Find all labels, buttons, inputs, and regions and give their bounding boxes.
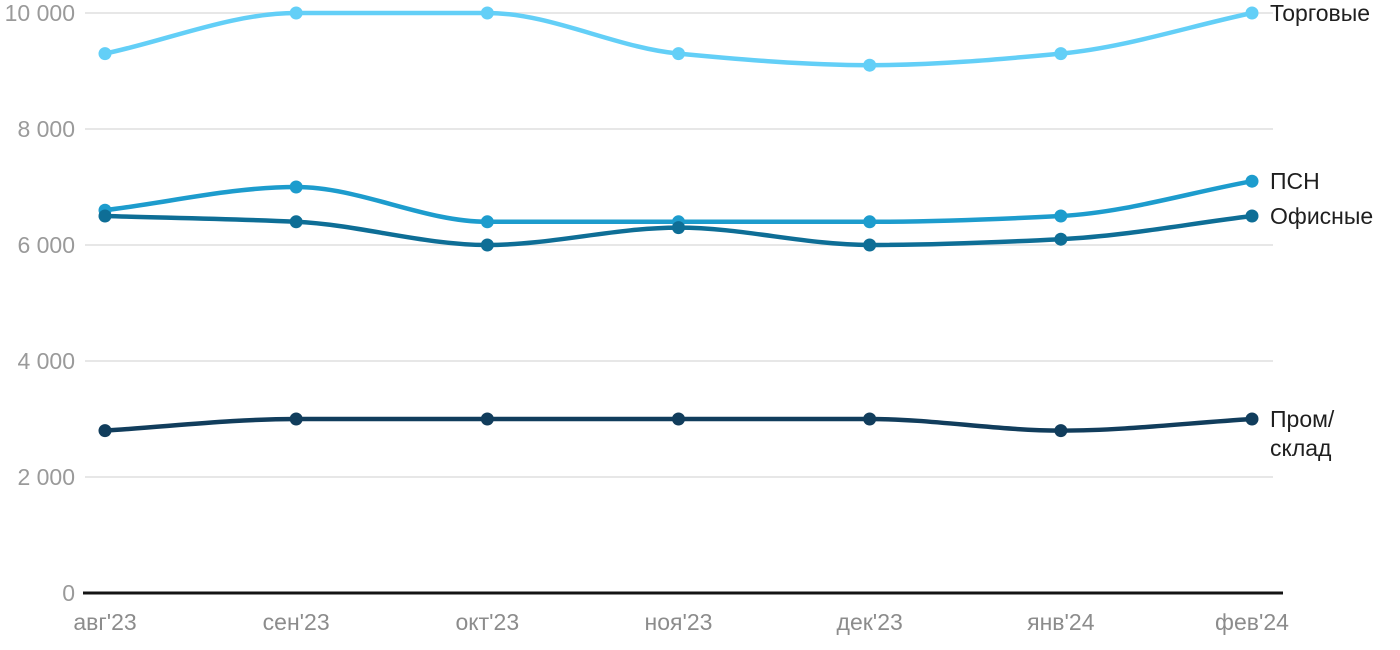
x-tick-label-5: янв'24 — [1027, 609, 1095, 635]
x-tick-label-2: окт'23 — [456, 609, 520, 635]
y-tick-label-8000: 8 000 — [17, 116, 75, 142]
data-point-psn-4[interactable] — [863, 215, 877, 229]
series-label-torgovye: Торговые — [1270, 0, 1370, 26]
x-tick-label-4: дек'23 — [837, 609, 903, 635]
data-point-psn-2[interactable] — [480, 215, 494, 229]
data-point-torgovye-0[interactable] — [98, 47, 112, 61]
y-tick-label-10000: 10 000 — [5, 0, 75, 26]
data-point-psn-1[interactable] — [289, 180, 303, 194]
data-point-ofisnye-3[interactable] — [672, 221, 685, 235]
data-point-torgovye-5[interactable] — [1054, 47, 1068, 61]
y-tick-label-6000: 6 000 — [17, 232, 75, 258]
series-label-prom-sklad-line-1: склад — [1270, 435, 1332, 461]
data-point-torgovye-6[interactable] — [1245, 6, 1259, 20]
data-point-prom-sklad-3[interactable] — [672, 412, 685, 426]
data-point-prom-sklad-4[interactable] — [863, 412, 877, 426]
data-point-ofisnye-2[interactable] — [480, 238, 494, 252]
data-point-ofisnye-4[interactable] — [863, 238, 877, 252]
data-point-torgovye-4[interactable] — [863, 58, 877, 72]
y-tick-label-0: 0 — [62, 580, 75, 606]
x-tick-label-0: авг'23 — [73, 609, 136, 635]
series-label-psn: ПСН — [1270, 168, 1320, 194]
data-point-prom-sklad-2[interactable] — [480, 412, 494, 426]
data-point-torgovye-2[interactable] — [480, 6, 494, 20]
data-point-prom-sklad-5[interactable] — [1054, 424, 1068, 438]
x-tick-label-1: сен'23 — [263, 609, 330, 635]
data-point-prom-sklad-1[interactable] — [289, 412, 303, 426]
data-point-ofisnye-5[interactable] — [1054, 232, 1068, 246]
data-point-prom-sklad-0[interactable] — [98, 424, 112, 438]
data-point-ofisnye-1[interactable] — [289, 215, 303, 229]
x-tick-label-6: фев'24 — [1215, 609, 1289, 635]
x-tick-label-3: ноя'23 — [645, 609, 713, 635]
y-tick-label-4000: 4 000 — [17, 348, 75, 374]
data-point-torgovye-1[interactable] — [289, 6, 303, 20]
data-point-ofisnye-0[interactable] — [98, 209, 112, 223]
data-point-ofisnye-6[interactable] — [1245, 209, 1259, 223]
series-label-prom-sklad-line-0: Пром/ — [1270, 406, 1335, 432]
data-point-psn-6[interactable] — [1245, 174, 1259, 188]
data-point-prom-sklad-6[interactable] — [1245, 412, 1259, 426]
data-point-torgovye-3[interactable] — [672, 47, 685, 61]
data-point-psn-5[interactable] — [1054, 209, 1068, 223]
series-label-ofisnye: Офисные — [1270, 203, 1373, 229]
y-tick-label-2000: 2 000 — [17, 464, 75, 490]
